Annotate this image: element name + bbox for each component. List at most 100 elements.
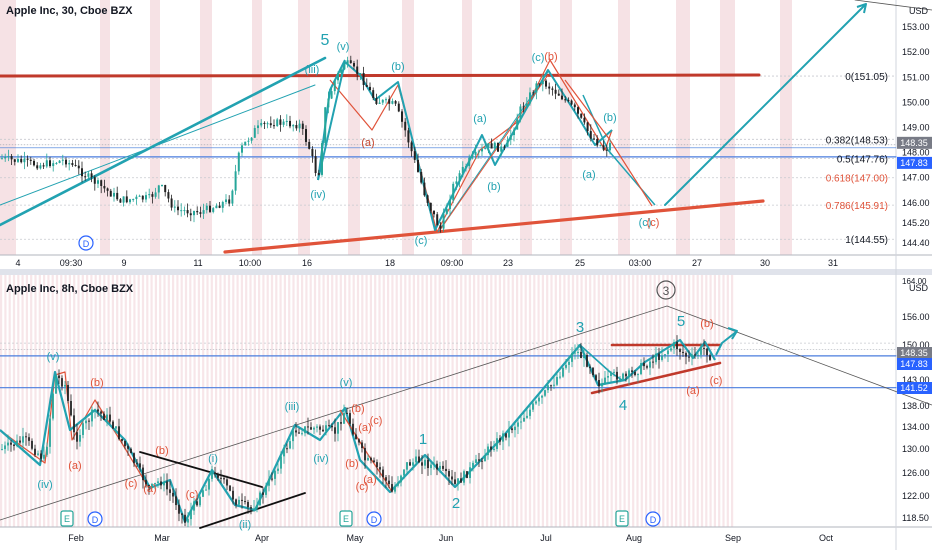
candle-body <box>295 125 298 129</box>
candle-body <box>622 373 624 380</box>
resistance-box-bottom[interactable] <box>590 361 722 395</box>
wave-label-red[interactable]: (a) <box>363 474 376 486</box>
circled-wave-marker[interactable] <box>656 280 676 300</box>
red-zigzag[interactable] <box>329 59 613 233</box>
wave-label-red[interactable]: (c) <box>647 217 660 229</box>
wave-label-teal[interactable]: (i) <box>208 453 218 465</box>
wave-label-teal[interactable]: 2 <box>452 495 460 512</box>
wave-label-teal[interactable]: 1 <box>419 431 427 448</box>
session-band <box>610 275 613 527</box>
arrowhead-bottom[interactable] <box>727 327 738 340</box>
wave-label-teal[interactable]: (v) <box>340 377 353 389</box>
candle-body <box>454 479 456 484</box>
wave-label-teal[interactable]: 4 <box>619 397 627 414</box>
session-band <box>541 275 544 527</box>
arrowhead[interactable] <box>856 3 867 14</box>
wave-label-teal[interactable]: (ii) <box>239 519 251 531</box>
channel-trendline-upper[interactable] <box>0 56 327 227</box>
wave-label-teal[interactable]: (a) <box>361 137 374 149</box>
session-band <box>408 275 411 527</box>
wave-label-teal[interactable]: (b) <box>603 112 616 124</box>
wave-label-red[interactable]: (c) <box>370 415 383 427</box>
pane-separator[interactable] <box>0 269 932 275</box>
dividend-badge[interactable] <box>78 235 94 251</box>
candle-body <box>4 156 7 159</box>
candle-body <box>285 120 288 122</box>
teal-wave-4[interactable] <box>579 344 623 381</box>
channel-trendline-lower[interactable] <box>0 84 316 206</box>
wave-label-red[interactable]: (c) <box>710 375 723 387</box>
session-band <box>64 275 67 527</box>
wave-label-red[interactable]: (b) <box>544 51 557 63</box>
candle-body <box>81 168 83 177</box>
projection-up-arrow[interactable] <box>664 4 866 206</box>
candle-body <box>397 103 400 112</box>
wave-label-teal[interactable]: (a) <box>473 113 486 125</box>
candle-body <box>471 154 474 158</box>
wave-label-teal[interactable]: (iv) <box>37 479 52 491</box>
dividend-badge[interactable] <box>645 511 661 527</box>
candle-body <box>55 162 58 164</box>
earnings-badge[interactable] <box>615 510 629 527</box>
wave-label-red[interactable]: (a) <box>68 460 81 472</box>
wave-label-red[interactable]: (b) <box>351 403 364 415</box>
time-tick: 25 <box>575 258 585 268</box>
wave-label-red[interactable]: (c) <box>186 489 199 501</box>
wave-label-teal[interactable]: (iv) <box>310 189 325 201</box>
wave-label-teal[interactable]: (c) <box>415 235 428 247</box>
resistance-line[interactable] <box>0 73 761 78</box>
wave-label-red[interactable]: (b) <box>155 445 168 457</box>
dividend-badge[interactable] <box>87 511 103 527</box>
candle-body <box>577 351 579 353</box>
session-band <box>718 275 721 527</box>
wave-label-teal[interactable]: (v) <box>47 351 60 363</box>
wave-label-teal[interactable]: 3 <box>576 319 584 336</box>
candle-body <box>424 459 426 466</box>
session-band <box>322 275 325 527</box>
earnings-badge[interactable] <box>339 510 353 527</box>
candle-body <box>502 433 504 442</box>
trendline-top-right[interactable] <box>854 0 932 11</box>
wave-label-teal[interactable]: (iii) <box>285 401 300 413</box>
earnings-badge[interactable] <box>60 510 74 527</box>
wave-label-teal[interactable]: (b) <box>391 61 404 73</box>
wave-label-teal[interactable]: (b) <box>487 181 500 193</box>
wave-label-teal[interactable]: (iv) <box>313 453 328 465</box>
wave-label-red[interactable]: (a) <box>143 483 156 495</box>
price-tick: 145.20 <box>902 218 930 228</box>
dividend-badge[interactable] <box>366 511 382 527</box>
wave-label-red[interactable]: (b) <box>345 458 358 470</box>
candle-body <box>375 98 378 104</box>
wave-label-teal[interactable]: 5 <box>321 32 330 49</box>
price-tick: 152.00 <box>902 47 930 57</box>
wave-label-red[interactable]: (a) <box>358 422 371 434</box>
wedge-line-upper[interactable] <box>139 451 263 488</box>
wave-label-red[interactable]: (a) <box>361 137 374 149</box>
wave-label-red[interactable]: (c) <box>356 481 369 493</box>
candle-body <box>407 130 410 143</box>
candle-body <box>685 353 687 357</box>
candle-body <box>556 377 558 385</box>
wave-label-red[interactable]: (c) <box>125 478 138 490</box>
candle-body <box>289 120 291 127</box>
wave-label-teal[interactable]: (c) <box>532 52 545 64</box>
session-band <box>305 275 308 527</box>
wave-label-teal[interactable]: (c) <box>639 217 652 229</box>
session-band <box>133 275 136 527</box>
wave-label-red[interactable]: (a) <box>686 385 699 397</box>
wave-label-teal[interactable]: (v) <box>337 41 350 53</box>
wave-label-teal[interactable]: 5 <box>677 313 685 330</box>
long-term-channel-line[interactable] <box>0 305 668 521</box>
projection-up-bottom[interactable] <box>715 331 737 356</box>
candle-body <box>460 478 462 483</box>
session-band <box>563 275 566 527</box>
long-term-channel-line-2[interactable] <box>666 305 932 406</box>
wave-label-red[interactable]: (b) <box>90 377 103 389</box>
wave-label-teal[interactable]: (a) <box>582 169 595 181</box>
wave-label-red[interactable]: (b) <box>700 318 713 330</box>
candle-body <box>49 160 51 167</box>
wave-label-teal[interactable]: (iii) <box>305 64 320 76</box>
support-trendline[interactable] <box>223 199 765 254</box>
session-band <box>477 275 480 527</box>
